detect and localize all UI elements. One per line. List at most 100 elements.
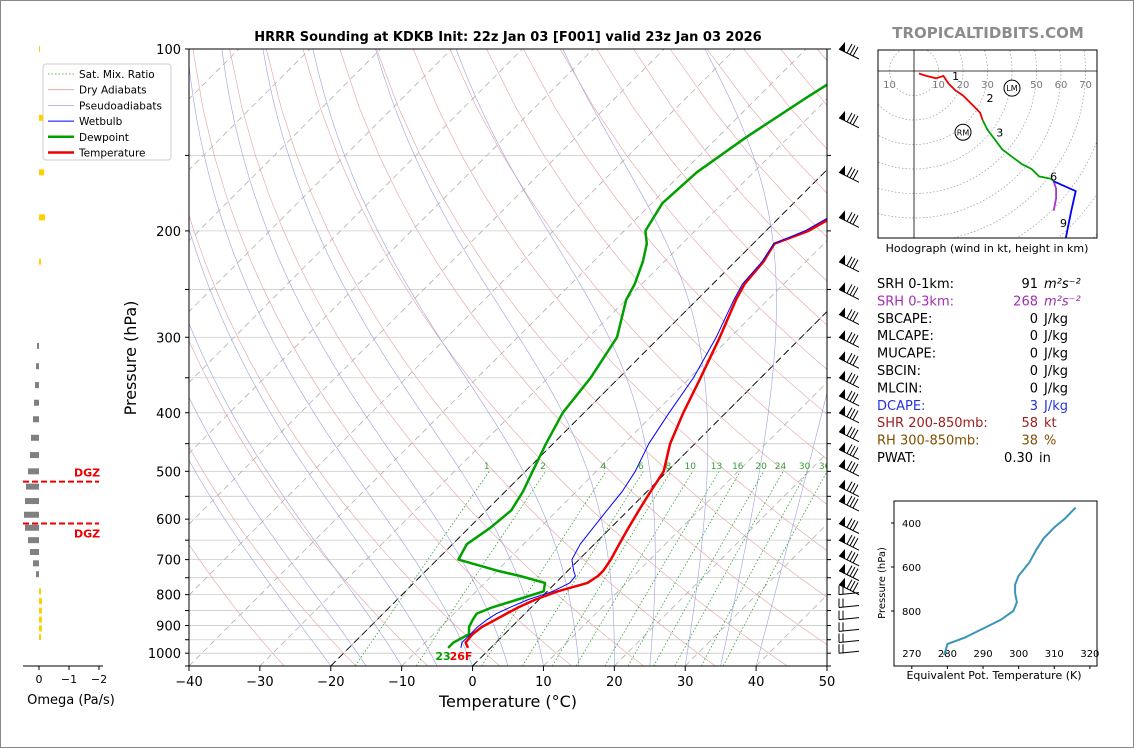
wind-barb [839,611,859,620]
param-unit: % [1044,434,1056,449]
x-tick-label: 20 [606,675,623,690]
dgz-label: DGZ [74,467,100,480]
param-label: SBCAPE: [877,312,932,327]
y-axis-label: Pressure (hPa) [121,301,140,416]
omega-bar [37,343,39,349]
barb-pennant [839,533,845,543]
wind-barb [839,459,859,476]
barb-pennant [839,307,845,317]
dry-adiabat [817,49,1134,666]
barb-staff [839,618,859,620]
surface-dewpoint-label: 23 [435,650,450,663]
barb-pennant [839,165,845,175]
wind-barb [839,442,859,459]
param-unit: J/kg [1043,381,1068,396]
barb-pennant [839,210,845,220]
x-tick-label: 40 [748,675,765,690]
hodograph-ring-label: 30 [981,80,994,91]
dry-adiabat [266,49,715,666]
theta-e-y-tick-label: 400 [902,519,921,530]
y-tick-label: 900 [156,620,181,635]
x-tick-label: −10 [388,675,415,690]
x-tick-label: −20 [317,675,344,690]
isotherm [1,49,26,666]
omega-bar [39,214,45,220]
param-value: 0 [1030,347,1038,362]
wind-barb [839,644,859,653]
theta-e-frame [894,501,1097,666]
dry-adiabat [744,49,1134,666]
barb-pennant [839,389,845,399]
wind-barb [839,210,859,227]
wind-barbs [839,42,859,653]
omega-tick-label: 0 [36,673,43,686]
hodograph-height-label: 6 [1050,170,1057,183]
pseudoadiabat [456,49,655,666]
param-value: 0 [1030,312,1038,327]
x-tick-label: −30 [246,675,273,690]
wind-barb [839,622,859,631]
omega-bar [28,537,39,543]
wind-barb [839,598,859,607]
param-label: SRH 0-1km: [877,277,954,292]
param-value: 91 [1021,277,1038,292]
theta-e-x-tick-label: 310 [1045,649,1064,660]
param-unit: J/kg [1043,364,1068,379]
omega-bar [39,608,42,614]
barb-pennant [839,255,845,265]
x-tick-label: 30 [677,675,694,690]
omega-bar [39,588,41,594]
omega-label: Omega (Pa/s) [27,693,115,708]
theta-e-ylabel: Pressure (hPa) [877,547,888,619]
legend-label: Pseudoadiabats [79,100,162,112]
wind-barb [839,516,859,533]
omega-bar [30,452,39,458]
barb-pennant [839,425,845,435]
x-tick-label: 50 [819,675,836,690]
omega-bar [36,571,39,577]
param-unit: J/kg [1043,347,1068,362]
y-tick-label: 1000 [148,647,181,662]
param-value: 38 [1021,434,1038,449]
hodograph-ring-label: 60 [1055,80,1068,91]
wind-barb [839,425,859,442]
mixing-ratio-line [416,471,546,666]
omega-bar [39,169,44,175]
y-tick-label: 600 [156,513,181,528]
omega-bar [39,46,40,52]
isotherm [260,49,877,666]
barb-pennant [839,330,845,340]
y-tick-label: 200 [156,225,181,240]
param-label: MUCAPE: [877,347,936,362]
barb-pennant [839,371,845,381]
dgz-label: DGZ [74,527,100,540]
hodograph-height-label: 3 [996,126,1003,139]
pseudoadiabat [222,49,508,666]
chart-title: HRRR Sounding at KDKB Init: 22z Jan 03 [… [254,30,761,45]
omega-bar [39,115,43,121]
dry-adiabat [450,49,1075,666]
wind-barb [839,549,859,566]
omega-bar [39,634,41,640]
hodograph-ring-label: 50 [1030,80,1043,91]
dry-adiabat [303,49,787,666]
legend-label: Wetbulb [79,116,123,128]
barb-pennant [839,578,845,588]
isotherm [827,49,1134,666]
param-value: 0 [1030,329,1038,344]
dry-adiabat [230,49,644,666]
pseudoadiabat [131,49,401,666]
mixing-ratio-label: 36 [819,462,831,472]
dry-adiabat [156,49,500,666]
barb-pennant [839,549,845,559]
omega-bar [33,560,39,566]
barb-staff [839,605,859,607]
barb-pennant [839,111,845,121]
omega-bar [25,525,39,531]
y-tick-label: 300 [156,331,181,346]
